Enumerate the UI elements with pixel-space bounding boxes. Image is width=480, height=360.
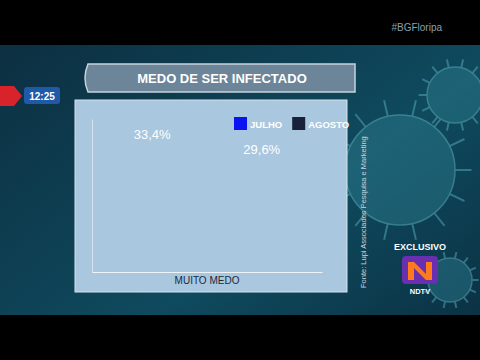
virus-spike <box>464 258 468 263</box>
virus-spike <box>384 224 388 240</box>
virus-spike <box>422 107 430 111</box>
x-axis-line <box>93 272 323 273</box>
virus-spike <box>447 60 449 68</box>
x-tick-label: MUITO MEDO <box>175 275 240 286</box>
legend-swatch <box>292 117 305 130</box>
virus-spike <box>472 117 477 124</box>
y-axis-line <box>92 120 93 273</box>
x-axis: MUITO MEDO <box>93 272 323 286</box>
legend: JULHO AGOSTO <box>234 117 349 130</box>
source-note: Fonte: Lupi Associados Pesquisa e Market… <box>359 136 368 288</box>
virus-spike <box>455 252 456 258</box>
legend-label: JULHO <box>250 119 282 130</box>
virus-spike <box>419 94 427 96</box>
chart-title: MEDO DE SER INFECTADO <box>137 71 307 86</box>
virus-spike <box>422 79 430 83</box>
hashtag: #BGFloripa <box>391 22 442 33</box>
legend-label: AGOSTO <box>308 119 349 130</box>
title-banner <box>85 64 355 92</box>
bar <box>152 144 153 272</box>
background <box>0 0 480 360</box>
exclusive-tag: EXCLUSIVO <box>394 242 446 252</box>
time-text: 12:25 <box>29 91 55 102</box>
letterbox-top <box>0 0 480 45</box>
virus-spike <box>444 301 445 307</box>
virus-spike <box>461 122 463 130</box>
virus-spike <box>432 67 437 74</box>
virus-spike <box>472 67 477 74</box>
time-badge <box>24 87 60 104</box>
virus-spike <box>464 297 468 302</box>
data-label: 29,6% <box>243 142 280 157</box>
y-axis <box>92 120 93 273</box>
logo-mark <box>408 262 432 280</box>
logo-badge <box>0 86 22 106</box>
chart-panel <box>75 100 347 292</box>
virus-spike <box>355 114 365 127</box>
virus-spike <box>470 290 476 293</box>
logo-text: NDTV <box>410 287 430 296</box>
legend-swatch <box>234 117 247 130</box>
virus-body <box>427 67 480 123</box>
virus-spike <box>472 279 479 281</box>
virus-spike <box>412 100 416 116</box>
virus-decoration <box>329 60 480 308</box>
virus-spike <box>455 169 472 171</box>
virus-spike <box>432 297 436 302</box>
virus-spike <box>384 100 388 116</box>
data-label: 33,4% <box>134 127 171 142</box>
logo-box <box>402 256 438 284</box>
virus-spike <box>434 213 444 226</box>
virus-spike <box>461 60 463 68</box>
virus-spike <box>450 194 465 201</box>
virus-spike <box>450 139 465 146</box>
virus-spike <box>470 268 476 271</box>
letterbox-bottom <box>0 315 480 360</box>
virus-spike <box>455 301 456 307</box>
x-tick: MUITO MEDO <box>175 272 240 286</box>
virus-spike <box>432 117 437 124</box>
virus-spike <box>447 122 449 130</box>
bar <box>261 159 262 272</box>
virus-spike <box>412 224 416 240</box>
virus-spike <box>444 252 445 258</box>
